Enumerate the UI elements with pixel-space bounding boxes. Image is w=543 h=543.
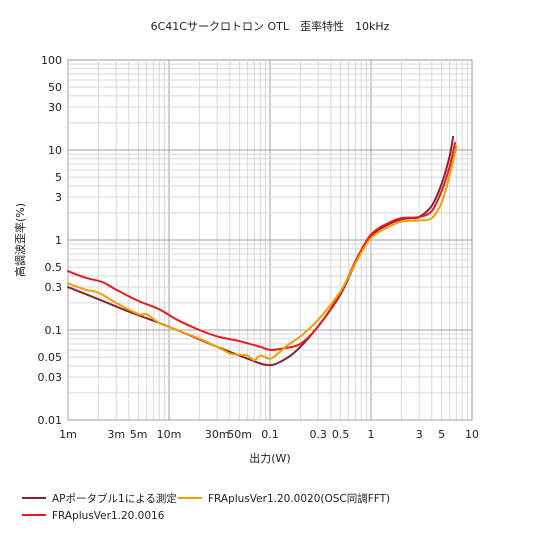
x-axis-label: 出力(W) — [249, 451, 290, 465]
y-tick-label: 50 — [48, 81, 62, 94]
legend-label-1: APポータブル1による測定 — [52, 492, 177, 505]
x-tick-label: 3m — [107, 428, 125, 441]
y-tick-label: 30 — [48, 101, 62, 114]
chart-title: 6C41Cサークロトロン OTL 歪率特性 10kHz — [151, 19, 390, 33]
y-tick-label: 0.3 — [45, 281, 63, 294]
y-tick-label: 100 — [41, 54, 62, 67]
x-tick-label: 10 — [465, 428, 479, 441]
y-tick-label: 0.01 — [38, 414, 63, 427]
y-tick-label: 0.03 — [38, 371, 63, 384]
y-tick-label: 10 — [48, 144, 62, 157]
y-tick-label: 0.1 — [45, 324, 63, 337]
x-tick-label: 3 — [416, 428, 423, 441]
x-tick-label: 0.5 — [332, 428, 350, 441]
series-line-2 — [67, 141, 457, 352]
y-tick-label: 3 — [55, 191, 62, 204]
x-tick-label: 0.3 — [309, 428, 327, 441]
y-tick-label: 0.05 — [38, 351, 63, 364]
x-tick-label: 0.1 — [261, 428, 279, 441]
y-axis-label: 高調波歪率(%) — [13, 203, 27, 277]
x-tick-label: 5 — [438, 428, 445, 441]
x-tick-label: 1 — [368, 428, 375, 441]
x-tick-label: 1m — [59, 428, 77, 441]
legend-label-3: FRAplusVer1.20.0020(OSC同調FFT) — [208, 492, 390, 505]
series-line-3 — [67, 145, 458, 362]
y-tick-label: 0.5 — [45, 261, 63, 274]
x-tick-label: 50m — [227, 428, 252, 441]
legend: APポータブル1による測定 FRAplusVer1.20.0016 FRAplusV… — [22, 492, 390, 522]
series-lines — [67, 135, 458, 367]
x-tick-label: 5m — [130, 428, 148, 441]
legend-label-2: FRAplusVer1.20.0016 — [52, 510, 165, 522]
y-tick-label: 1 — [55, 234, 62, 247]
y-tick-label: 5 — [55, 171, 62, 184]
x-tick-label: 10m — [157, 428, 182, 441]
grid — [67, 59, 473, 421]
x-tick-label: 30m — [205, 428, 230, 441]
